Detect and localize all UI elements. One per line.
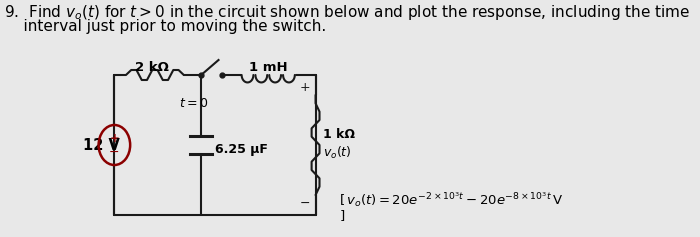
- Text: 12 V: 12 V: [83, 137, 120, 152]
- Text: −: −: [109, 146, 120, 159]
- Text: $t = 0$: $t = 0$: [179, 97, 209, 110]
- Text: +: +: [109, 132, 119, 146]
- Text: interval just prior to moving the switch.: interval just prior to moving the switch…: [4, 19, 326, 34]
- Text: $[\, v_o(t) = 20e^{-2\times10^3 t} - 20e^{-8\times10^3 t}\,\mathrm{V}$: $[\, v_o(t) = 20e^{-2\times10^3 t} - 20e…: [340, 190, 564, 209]
- Text: 9.  Find $v_o(t)$ for $t > 0$ in the circuit shown below and plot the response, : 9. Find $v_o(t)$ for $t > 0$ in the circ…: [4, 3, 690, 22]
- Text: $v_o(t)$: $v_o(t)$: [323, 145, 352, 161]
- Text: $]$: $]$: [340, 208, 345, 223]
- Text: +: +: [299, 81, 310, 94]
- Text: −: −: [300, 196, 310, 210]
- Text: 1 mH: 1 mH: [249, 61, 288, 74]
- Text: 1 kΩ: 1 kΩ: [323, 128, 356, 141]
- Text: 6.25 μF: 6.25 μF: [216, 142, 268, 155]
- Text: 2 kΩ: 2 kΩ: [135, 61, 169, 74]
